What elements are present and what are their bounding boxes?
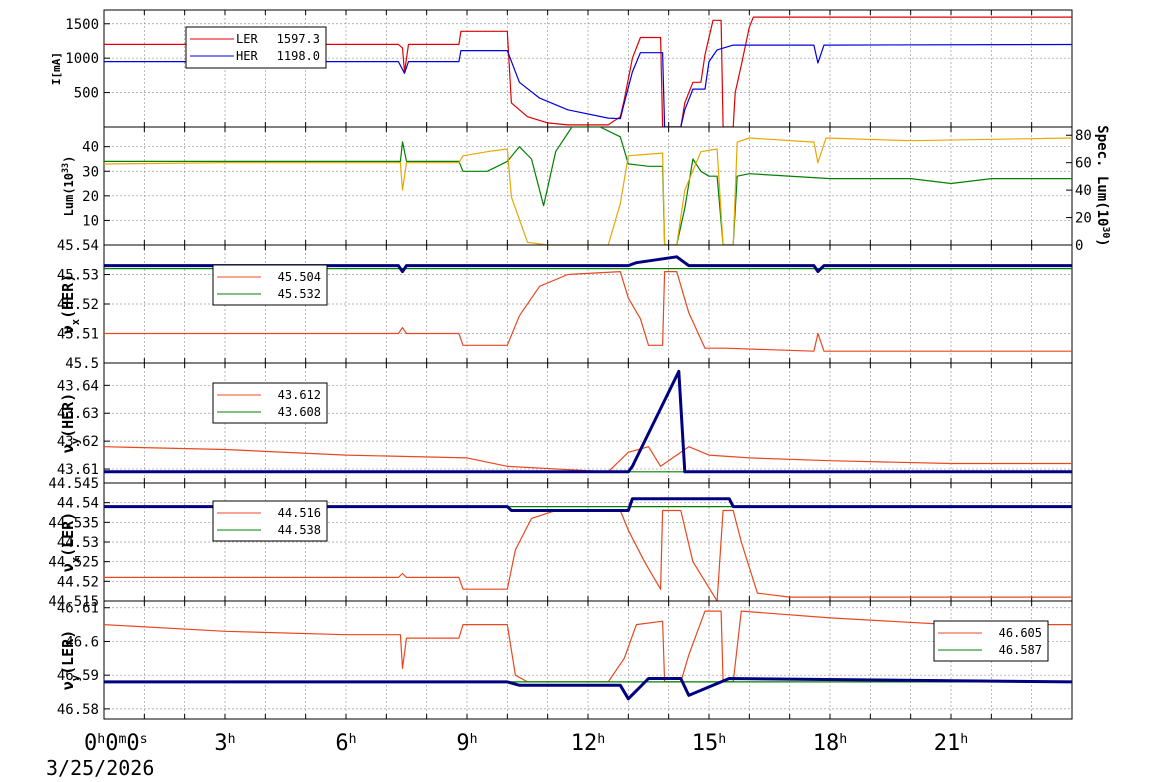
y-axis-label: I[mA] bbox=[50, 52, 63, 85]
legend-series-name: HER bbox=[236, 49, 258, 63]
legend-box bbox=[212, 500, 328, 542]
series-line-luminosity-0 bbox=[104, 127, 1072, 245]
y-tick-label: 43.62 bbox=[57, 434, 99, 450]
panel-frame bbox=[103, 600, 1073, 720]
panel-luminosity: 10 20 30 40 0 20 40 60 80 Spec. Lum(1030) Lum(1033… bbox=[60, 125, 1112, 254]
y-tick-label: 44.525 bbox=[48, 555, 99, 571]
x-tick-label: 3h bbox=[214, 731, 235, 756]
legend-current: LER 1597.3 HER 1198.0 bbox=[185, 26, 327, 69]
y-tick-label: 44.545 bbox=[48, 476, 99, 492]
series-line-nuy-her-2 bbox=[104, 369, 1072, 474]
y-tick-label: 45.52 bbox=[57, 297, 99, 313]
y-tick-label: 45.51 bbox=[57, 327, 99, 343]
legend-value: 45.532 bbox=[278, 287, 321, 301]
y-tick-label: 20 bbox=[82, 189, 99, 205]
y-right-tick-label: 0 bbox=[1075, 238, 1083, 254]
y-tick-label: 44.53 bbox=[57, 535, 99, 551]
y-tick-label: 46.61 bbox=[57, 601, 99, 617]
series-line-nuy-her-0 bbox=[104, 446, 1072, 473]
y-axis-label: νx(HER) bbox=[59, 274, 82, 335]
y-tick-label: 40 bbox=[82, 140, 99, 156]
y-tick-label: 45.54 bbox=[57, 238, 99, 254]
y-tick-label: 500 bbox=[74, 86, 99, 102]
series-group bbox=[104, 16, 1072, 127]
x-tick-label: 18h bbox=[813, 731, 847, 756]
y-axis-label: Lum(1033) bbox=[60, 156, 76, 217]
y-right-tick-label: 60 bbox=[1075, 156, 1092, 172]
y-tick-label: 30 bbox=[82, 164, 99, 180]
series-line-nux-her-0 bbox=[104, 271, 1072, 352]
y-tick-label: 43.63 bbox=[57, 406, 99, 422]
x-tick-label: 9h bbox=[456, 731, 477, 756]
y-tick-label: 46.59 bbox=[57, 668, 99, 684]
y-tick-label: 45.53 bbox=[57, 268, 99, 284]
y-axis-label-right: Spec. Lum(1030) bbox=[1094, 125, 1112, 246]
legend-box bbox=[933, 620, 1049, 662]
y-tick-label: 45.5 bbox=[65, 356, 99, 372]
legend-value: 1597.3 bbox=[277, 32, 320, 46]
series-line-luminosity-1 bbox=[104, 137, 1072, 245]
series-line-nux-ler-0 bbox=[104, 509, 1072, 601]
y-tick-label: 44.515 bbox=[48, 594, 99, 610]
legend-value: 43.608 bbox=[278, 405, 321, 419]
series-line-nuy-ler-2 bbox=[104, 677, 1072, 701]
y-tick-label: 44.52 bbox=[57, 574, 99, 590]
y-tick-label: 1000 bbox=[65, 51, 99, 67]
series-line-current-0 bbox=[104, 16, 1072, 127]
y-tick-label: 43.61 bbox=[57, 462, 99, 478]
legend-box bbox=[212, 264, 328, 306]
x-tick-label: 15h bbox=[692, 731, 726, 756]
y-right-tick-label: 80 bbox=[1075, 128, 1092, 144]
series-line-current-1 bbox=[104, 43, 1072, 127]
y-tick-label: 46.6 bbox=[65, 634, 99, 650]
legend-value: 46.587 bbox=[999, 643, 1042, 657]
panel-current: 500 1000 1500 I[mA] LER 1597.3 HER 1198.0 bbox=[50, 9, 1073, 128]
legend-box bbox=[185, 26, 327, 69]
y-tick-label: 1500 bbox=[65, 17, 99, 33]
y-axis-label: νx(LER) bbox=[59, 512, 82, 573]
legend-nux-ler: 44.516 44.538 bbox=[212, 500, 328, 542]
series-line-nux-ler-2 bbox=[104, 497, 1072, 512]
y-tick-label: 10 bbox=[82, 213, 99, 229]
date-label: 3/25/2026 bbox=[46, 756, 154, 780]
legend-value: 46.605 bbox=[999, 626, 1042, 640]
y-right-tick-label: 40 bbox=[1075, 183, 1092, 199]
panel-nux-ler: 44.515 44.52 44.525 44.53 44.535 44.54 44.545 ν… bbox=[48, 476, 1073, 610]
y-tick-label: 44.535 bbox=[48, 515, 99, 531]
x-tick-label: 12h bbox=[571, 731, 605, 756]
legend-nuy-ler: 46.605 46.587 bbox=[933, 620, 1049, 662]
legend-value: 44.538 bbox=[278, 523, 321, 537]
series-group bbox=[104, 127, 1072, 245]
legend-series-name: LER bbox=[236, 32, 258, 46]
legend-value: 43.612 bbox=[278, 388, 321, 402]
y-axis-label: νy(LER) bbox=[59, 630, 82, 691]
y-tick-label: 44.54 bbox=[57, 496, 99, 512]
y-right-tick-label: 20 bbox=[1075, 211, 1092, 227]
y-tick-label: 46.58 bbox=[57, 702, 99, 718]
legend-nuy-her: 43.612 43.608 bbox=[212, 382, 328, 424]
panel-nuy-ler: 46.58 46.59 46.6 46.61 νy(LER) 46.605 46.587 bbox=[57, 600, 1073, 720]
y-axis-label: νy(HER) bbox=[59, 393, 82, 454]
legend-value: 1198.0 bbox=[277, 49, 320, 63]
legend-nux-her: 45.504 45.532 bbox=[212, 264, 328, 306]
x-tick-label: 0h0m0s bbox=[84, 731, 148, 756]
x-tick-label: 6h bbox=[335, 731, 356, 756]
series-group bbox=[104, 610, 1072, 701]
series-group bbox=[104, 369, 1072, 474]
x-tick-label: 21h bbox=[934, 731, 968, 756]
y-tick-label: 43.64 bbox=[57, 378, 99, 394]
legend-box bbox=[212, 382, 328, 424]
series-line-nux-her-2 bbox=[104, 255, 1072, 274]
legend-value: 45.504 bbox=[278, 270, 321, 284]
legend-value: 44.516 bbox=[278, 506, 321, 520]
